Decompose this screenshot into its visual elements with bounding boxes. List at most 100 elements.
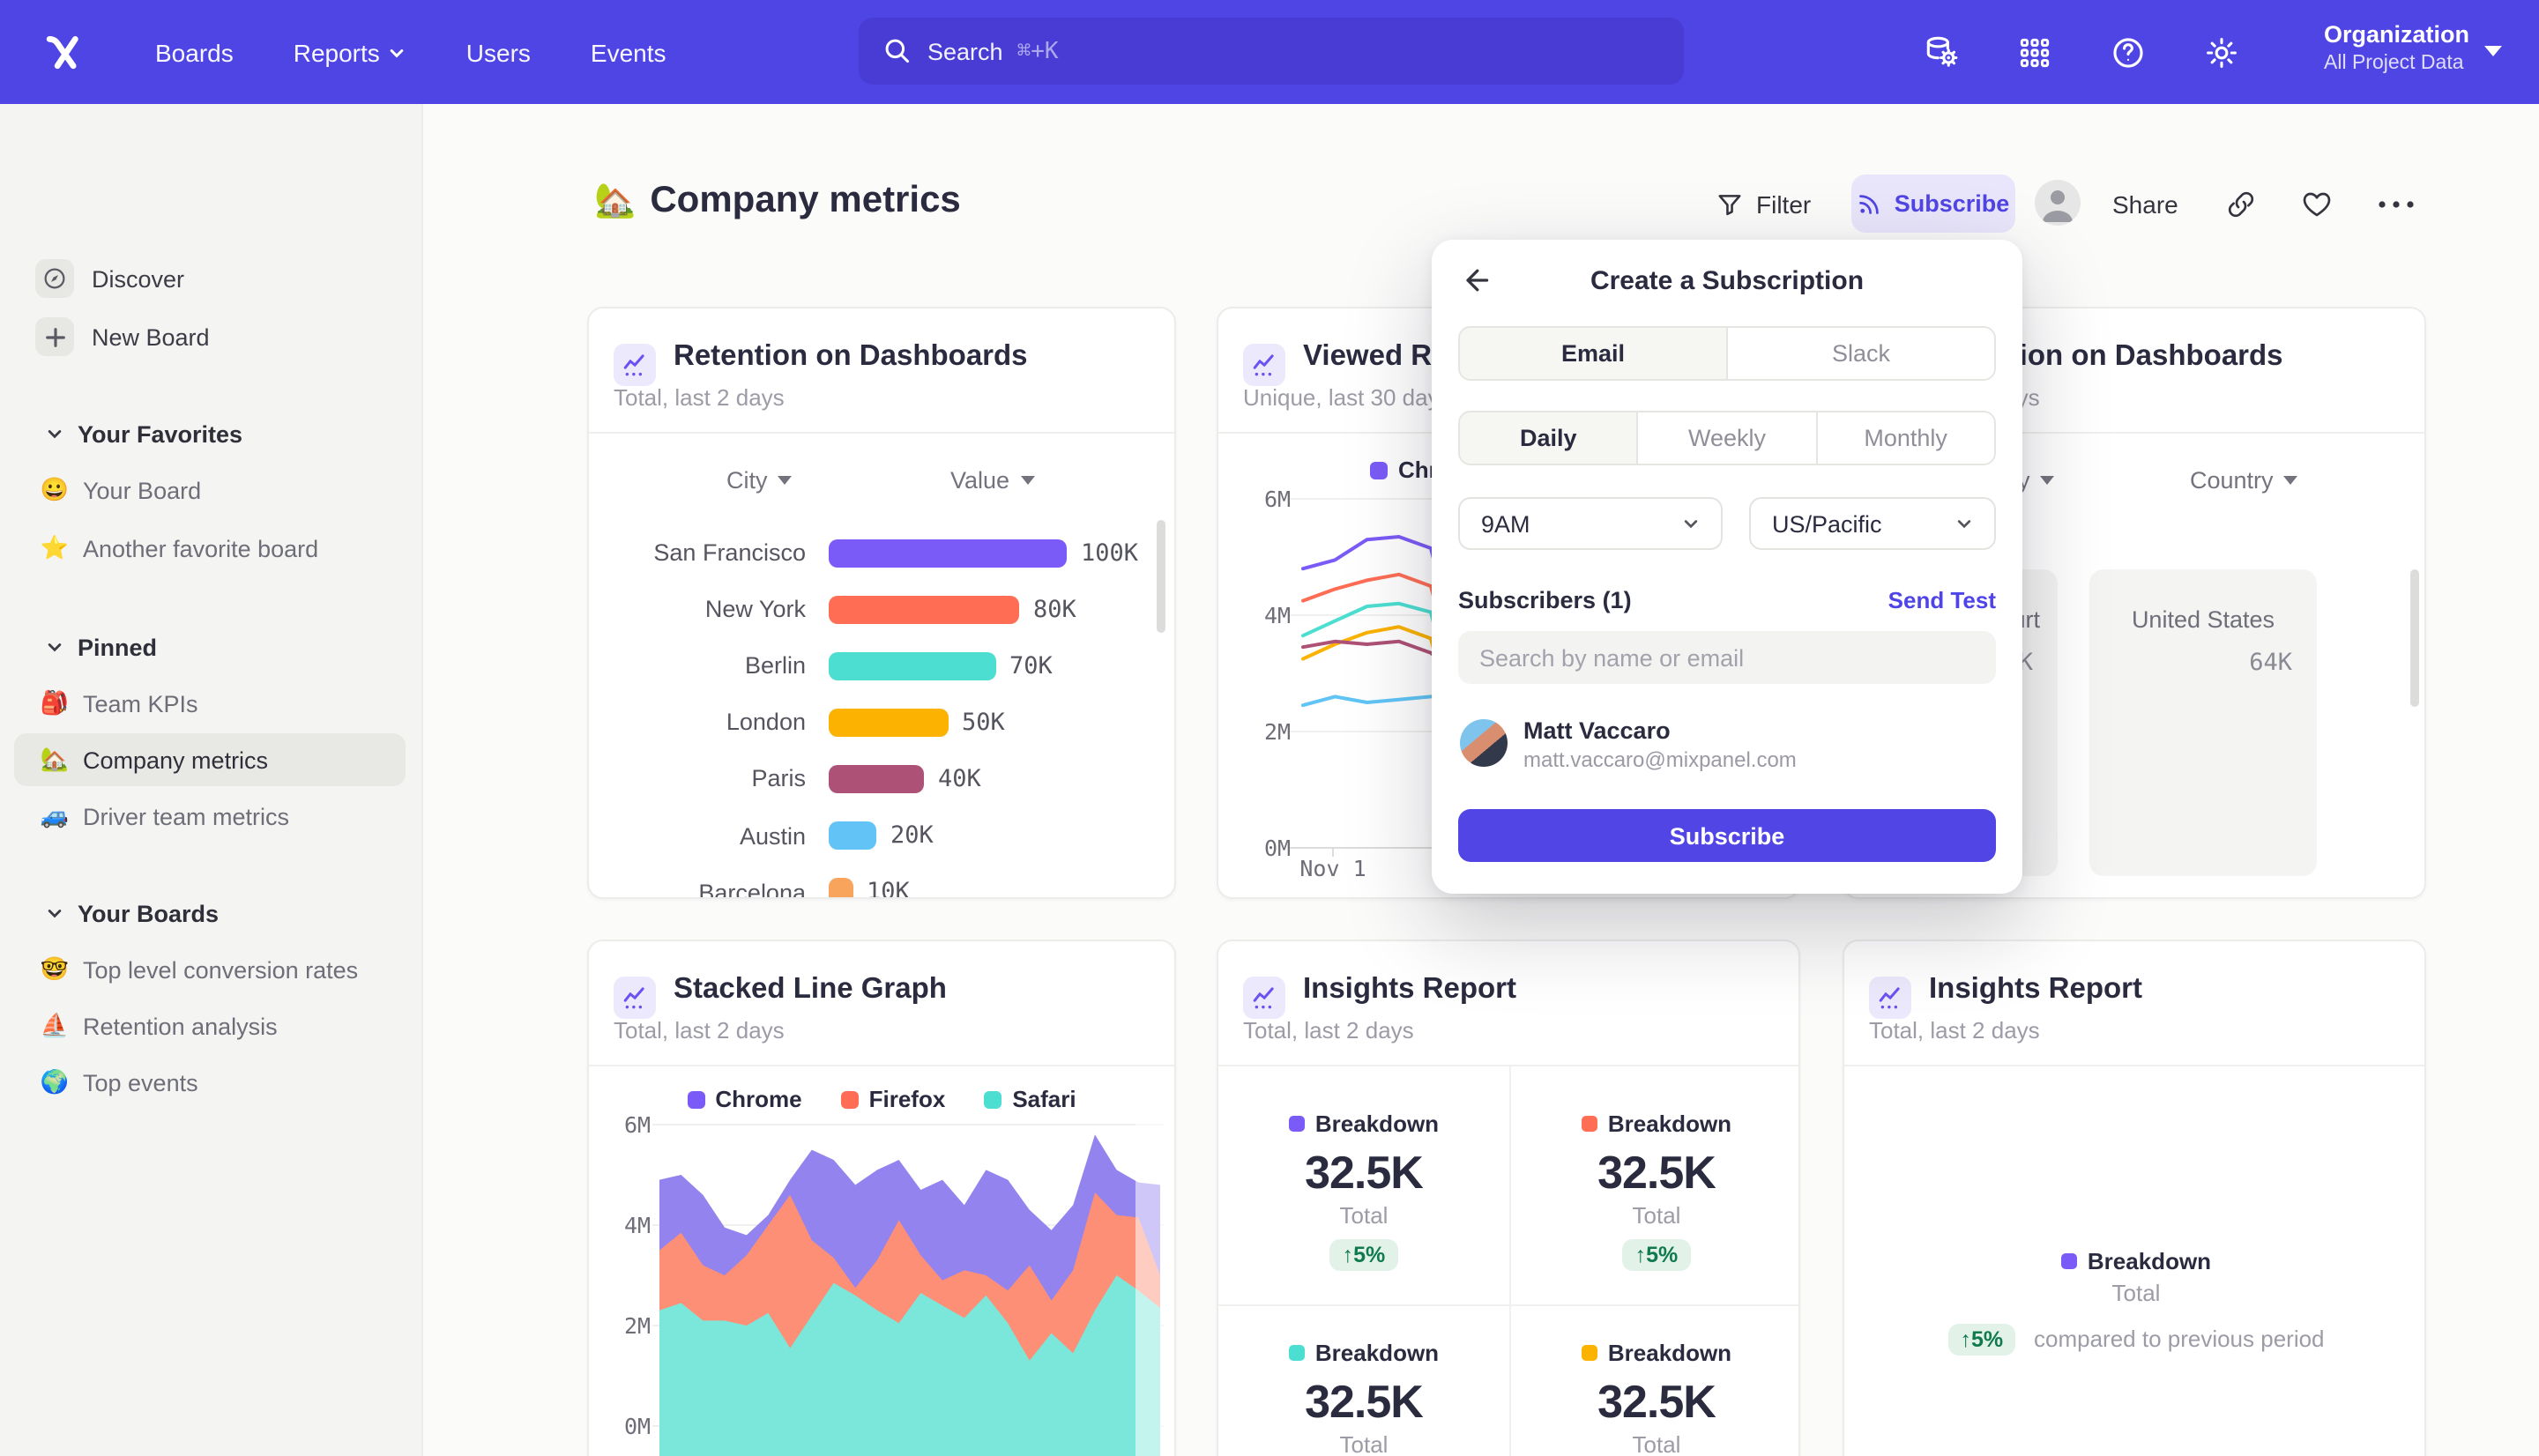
sidebar-board-team-kpis[interactable]: 🎒 Team KPIs: [40, 689, 198, 717]
column-header-city[interactable]: City: [726, 467, 793, 494]
global-search-input[interactable]: Search ⌘+K: [859, 18, 1684, 85]
rss-subscribe-icon: [1859, 195, 1880, 214]
member-avatar: [1460, 719, 1508, 767]
kpi-sub: Total: [1339, 1202, 1389, 1229]
legend-item-breakdown: Breakdown: [1581, 1110, 1731, 1138]
sidebar-board-top-events[interactable]: 🌍 Top events: [40, 1068, 198, 1096]
row-value: 50K: [962, 708, 1005, 737]
row-value: 80K: [1033, 595, 1076, 624]
table-row[interactable]: Austin 20K: [589, 809, 1174, 862]
kpi-value: 32.5K: [1597, 1146, 1716, 1199]
scrollbar[interactable]: [2410, 569, 2419, 707]
card-subtitle: Total, last 2 days: [1869, 1017, 2040, 1044]
bar: [829, 764, 924, 793]
channel-tab-slack[interactable]: Slack: [1726, 328, 1994, 379]
table-row[interactable]: San Francisco 100K: [589, 526, 1174, 579]
report-chart-icon: [614, 344, 656, 386]
sort-caret-icon: [778, 476, 793, 485]
timezone-select[interactable]: US/Pacific: [1749, 497, 1996, 550]
card-retention-on-dashboards: Retention on Dashboards Total, last 2 da…: [587, 307, 1176, 899]
kpi-sub: Total: [2111, 1280, 2161, 1306]
board-title: 🏡 Company metrics: [594, 180, 961, 222]
nav-users[interactable]: Users: [465, 38, 531, 66]
sidebar-section-pinned[interactable]: Pinned: [0, 620, 421, 673]
card-title: Insights Report: [1303, 973, 1517, 1005]
table-row[interactable]: Berlin 70K: [589, 639, 1174, 692]
card-title: Insights Report: [1929, 973, 2143, 1005]
sidebar-board-company-metrics[interactable]: 🏡 Company metrics: [14, 733, 406, 786]
table-row[interactable]: London 50K: [589, 696, 1174, 749]
user-avatar[interactable]: [2035, 180, 2081, 226]
share-button[interactable]: Share: [2112, 189, 2178, 218]
table-row[interactable]: Paris 40K: [589, 753, 1174, 806]
board-emoji: 🌍: [40, 1068, 70, 1095]
bar: [829, 595, 1019, 624]
subscribe-button[interactable]: Subscribe: [1851, 175, 2015, 233]
svg-text:2M: 2M: [1264, 719, 1291, 745]
nav-reports[interactable]: Reports: [294, 38, 406, 66]
legend-item-safari[interactable]: Safari: [984, 1086, 1076, 1112]
sidebar-item-label: Discover: [92, 265, 185, 292]
filter-button[interactable]: Filter: [1716, 175, 1811, 233]
column-header-country[interactable]: Country: [2190, 467, 2298, 494]
org-caret-icon[interactable]: [2484, 46, 2502, 56]
kpi-value: 32.5K: [1305, 1375, 1424, 1428]
sidebar-item-new-board[interactable]: New Board: [0, 310, 421, 363]
nav-events[interactable]: Events: [590, 38, 666, 66]
modal-subscribe-button[interactable]: Subscribe: [1458, 809, 1996, 862]
sidebar-item-discover[interactable]: Discover: [0, 252, 421, 305]
nav-boards[interactable]: Boards: [155, 38, 234, 66]
back-arrow-icon[interactable]: [1460, 264, 1492, 296]
frequency-tab-weekly[interactable]: Weekly: [1636, 412, 1816, 464]
more-options-icon[interactable]: [2377, 197, 2416, 212]
table-row[interactable]: New York 80K: [589, 583, 1174, 635]
frequency-tab-monthly[interactable]: Monthly: [1815, 412, 1994, 464]
card-subtitle: Unique, last 30 days: [1243, 384, 1451, 411]
divider: [1509, 1066, 1511, 1456]
help-icon[interactable]: [2109, 33, 2148, 71]
legend-item-chrome[interactable]: Chrome: [687, 1086, 802, 1112]
data-management-icon[interactable]: [1922, 33, 1961, 71]
column-header-value[interactable]: Value: [950, 467, 1035, 494]
send-test-link[interactable]: Send Test: [1887, 587, 1996, 613]
org-switcher[interactable]: Organization All Project Data: [2324, 18, 2469, 78]
time-select[interactable]: 9AM: [1458, 497, 1723, 550]
board-emoji: 🏡: [40, 746, 70, 772]
sidebar-board-another-favorite[interactable]: ⭐ Another favorite board: [40, 534, 319, 561]
legend-item-breakdown: Breakdown: [2060, 1247, 2211, 1275]
sidebar-board-retention-analysis[interactable]: ⛵ Retention analysis: [40, 1012, 278, 1039]
sidebar-section-your-favorites[interactable]: Your Favorites: [0, 407, 421, 460]
apps-grid-icon[interactable]: [2015, 33, 2054, 71]
svg-text:6M: 6M: [624, 1112, 651, 1138]
report-chart-icon: [614, 977, 656, 1019]
bar: [829, 539, 1067, 567]
row-label: Berlin: [744, 652, 806, 680]
board-emoji: 😀: [40, 476, 70, 502]
subscriber-search-input[interactable]: [1458, 631, 1996, 684]
sidebar-board-top-level-conversion-rates[interactable]: 🤓 Top level conversion rates: [40, 955, 359, 983]
mixpanel-logo-icon[interactable]: [41, 28, 88, 76]
row-label: London: [726, 709, 806, 736]
frequency-tab-daily[interactable]: Daily: [1460, 412, 1637, 464]
settings-gear-icon[interactable]: [2202, 33, 2241, 71]
favorite-heart-icon[interactable]: [2301, 189, 2333, 220]
table-row[interactable]: Barcelona 10K: [589, 865, 1174, 897]
kpi-summary[interactable]: Breakdown Total ↑5% compared to previous…: [1844, 1246, 2424, 1356]
row-label: New York: [704, 596, 806, 623]
table-cell-country[interactable]: United States 64K: [2089, 569, 2317, 876]
scrollbar[interactable]: [1157, 520, 1165, 633]
legend-item-firefox[interactable]: Firefox: [840, 1086, 945, 1112]
sidebar-section-your-boards[interactable]: Your Boards: [0, 887, 421, 940]
sidebar-board-your-board[interactable]: 😀 Your Board: [40, 476, 202, 503]
delta-badge: ↑5%: [1329, 1239, 1398, 1271]
copy-link-icon[interactable]: [2225, 189, 2257, 220]
filter-funnel-icon: [1718, 194, 1741, 215]
channel-tab-email[interactable]: Email: [1460, 328, 1726, 379]
legend-item-breakdown: Breakdown: [1288, 1110, 1439, 1138]
sidebar-board-driver-team-metrics[interactable]: 🚙 Driver team metrics: [40, 802, 290, 829]
plus-icon: [35, 317, 74, 356]
